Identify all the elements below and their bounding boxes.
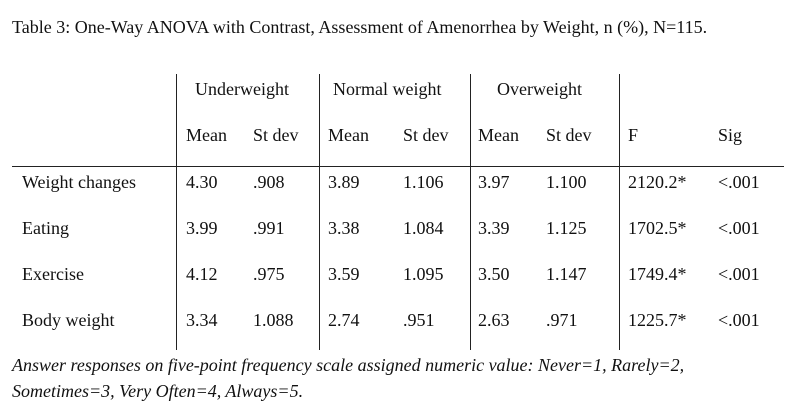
- table-cell: 2120.2*: [628, 172, 687, 192]
- table-cell: 3.89: [328, 172, 360, 192]
- table-note: Answer responses on five-point frequency…: [12, 352, 802, 404]
- table-cell: 1.088: [253, 310, 294, 330]
- row-label: Exercise: [22, 264, 84, 284]
- table-cell: 1225.7*: [628, 310, 687, 330]
- table-cell: 3.39: [478, 218, 510, 238]
- table-note-line: Sometimes=3, Very Often=4, Always=5.: [12, 381, 304, 401]
- table-cell: 3.97: [478, 172, 510, 192]
- table-cell: <.001: [718, 172, 760, 192]
- table-cell: 3.59: [328, 264, 360, 284]
- header-rule: [12, 166, 784, 167]
- table-cell: 3.38: [328, 218, 360, 238]
- table-cell: 1749.4*: [628, 264, 687, 284]
- table-cell: 3.34: [186, 310, 218, 330]
- table-cell: 4.30: [186, 172, 218, 192]
- subheader-stdev: St dev: [403, 125, 449, 145]
- group-header-underweight: Underweight: [195, 79, 289, 99]
- table-cell: 1702.5*: [628, 218, 687, 238]
- table-cell: .951: [403, 310, 435, 330]
- table-cell: .908: [253, 172, 285, 192]
- subheader-f: F: [628, 125, 639, 145]
- table-cell: 2.74: [328, 310, 360, 330]
- table-cell: <.001: [718, 310, 760, 330]
- group-header-overweight: Overweight: [497, 79, 582, 99]
- table-cell: .971: [546, 310, 578, 330]
- table-cell: <.001: [718, 264, 760, 284]
- group-header-normal-weight: Normal weight: [333, 79, 442, 99]
- table-cell: 3.50: [478, 264, 510, 284]
- subheader-mean: Mean: [328, 125, 369, 145]
- table-cell: <.001: [718, 218, 760, 238]
- table-cell: 1.095: [403, 264, 444, 284]
- table-cell: 2.63: [478, 310, 510, 330]
- table-cell: 4.12: [186, 264, 218, 284]
- subheader-stdev: St dev: [546, 125, 592, 145]
- subheader-stdev: St dev: [253, 125, 299, 145]
- table-cell: 3.99: [186, 218, 218, 238]
- subheader-mean: Mean: [186, 125, 227, 145]
- table-cell: 1.106: [403, 172, 444, 192]
- table-note-line: Answer responses on five-point frequency…: [12, 355, 685, 375]
- table-cell: .975: [253, 264, 285, 284]
- column-divider: [319, 74, 320, 350]
- column-divider: [176, 74, 177, 350]
- column-divider: [470, 74, 471, 350]
- table-cell: 1.100: [546, 172, 587, 192]
- row-label: Eating: [22, 218, 69, 238]
- table-cell: .991: [253, 218, 285, 238]
- row-label: Body weight: [22, 310, 115, 330]
- table-cell: 1.084: [403, 218, 444, 238]
- table-caption: Table 3: One-Way ANOVA with Contrast, As…: [12, 17, 708, 37]
- table-cell: 1.147: [546, 264, 587, 284]
- row-label: Weight changes: [22, 172, 137, 192]
- column-divider: [619, 74, 620, 350]
- subheader-mean: Mean: [478, 125, 519, 145]
- table-cell: 1.125: [546, 218, 587, 238]
- subheader-sig: Sig: [718, 125, 743, 145]
